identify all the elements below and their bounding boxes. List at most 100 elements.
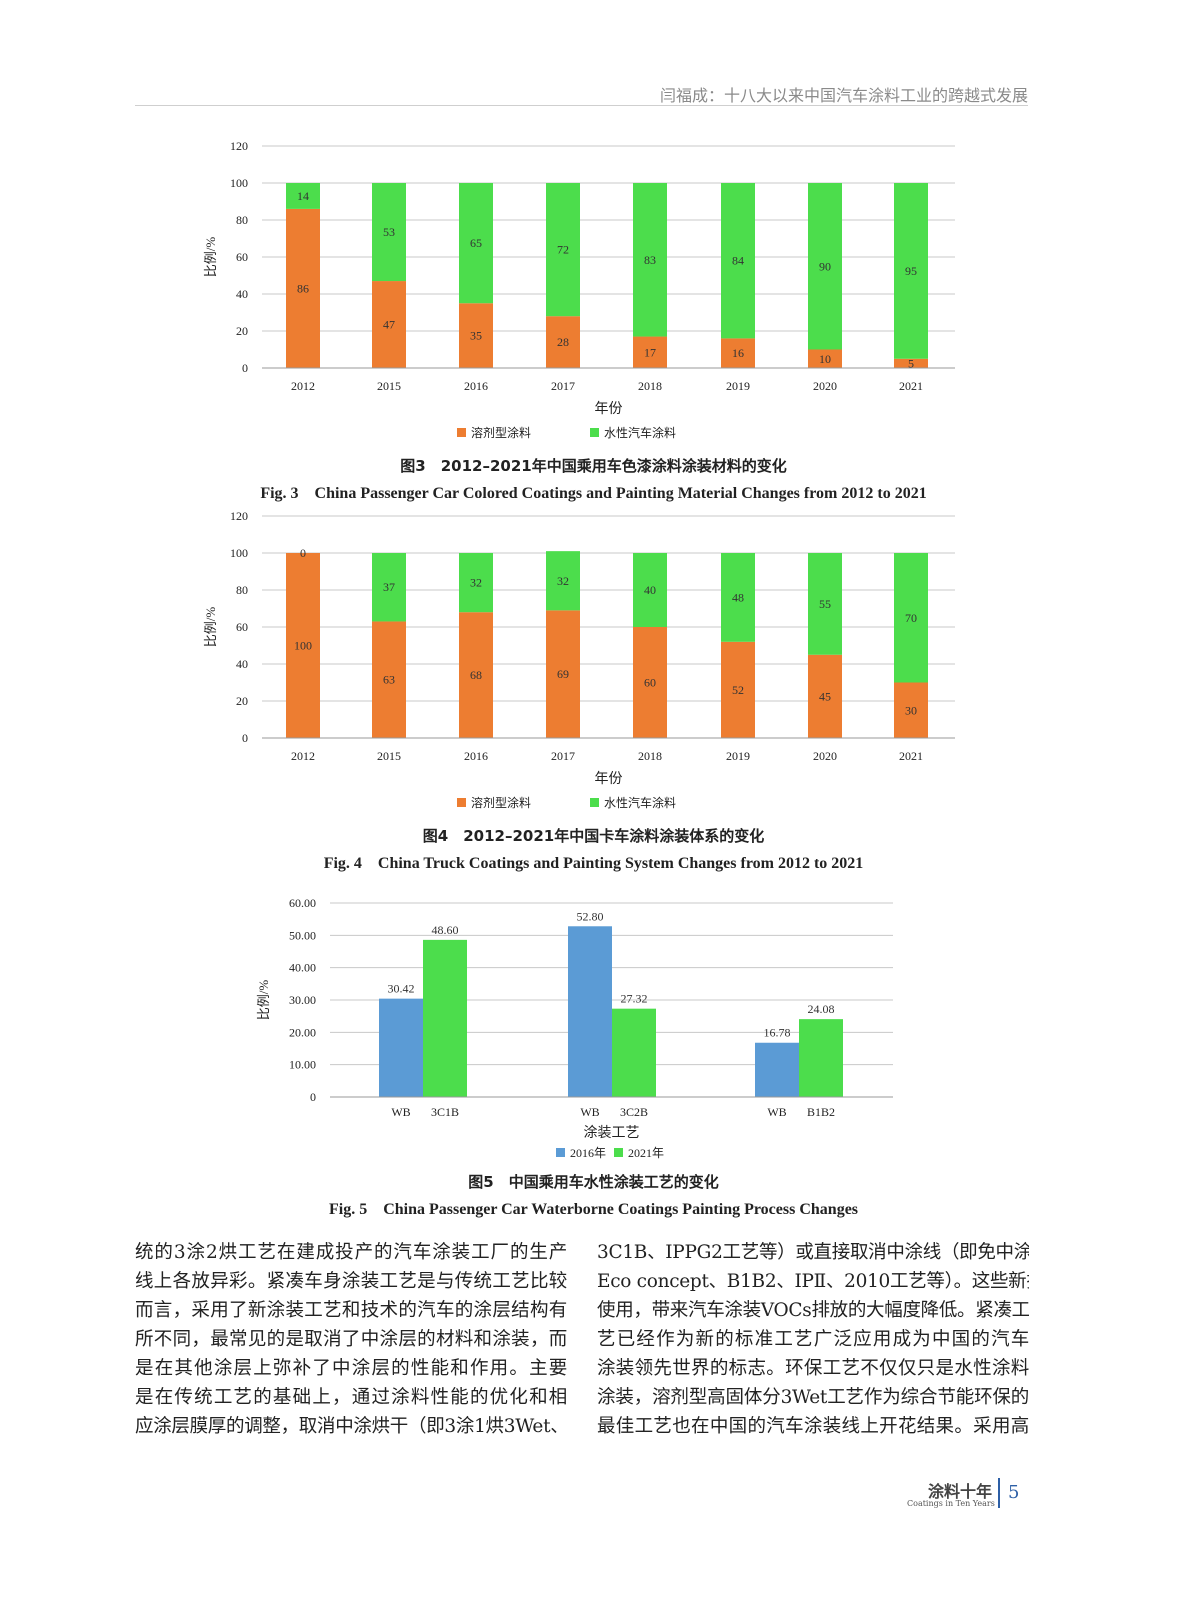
data-label: 30.42: [388, 982, 415, 996]
figure-3-caption-en: Fig. 3 China Passenger Car Colored Coati…: [260, 485, 927, 502]
body-column-right: 3C1B、IPPG2工艺等）或直接取消中涂线（即免中涂、 Eco concept…: [597, 1238, 1029, 1441]
y-tick-label: 0: [242, 731, 248, 745]
bar-segment: [286, 553, 320, 738]
y-tick-label: 80: [236, 213, 248, 227]
body-column-left: 统的3涂2烘工艺在建成投产的汽车涂装工厂的生产 线上各放异彩。紧凑车身涂装工艺是…: [135, 1238, 567, 1441]
y-tick-label: 20.00: [289, 1025, 316, 1039]
legend-label: 2021年: [628, 1146, 664, 1160]
x-tick-label: 2021: [899, 749, 923, 763]
body-line: 所不同，最常见的是取消了中涂层的材料和涂装，而: [135, 1329, 567, 1350]
bar: [755, 1042, 799, 1097]
legend-label: 水性汽车涂料: [604, 795, 676, 810]
legend-swatch: [457, 428, 466, 437]
bar-segment: [459, 553, 493, 613]
bar-segment: [808, 349, 842, 368]
bar-segment: [372, 183, 406, 282]
bar: [568, 926, 612, 1097]
x-tick-label: 2019: [726, 749, 750, 763]
bar-segment: [459, 303, 493, 368]
y-tick-label: 40.00: [289, 961, 316, 975]
data-label: 5: [908, 356, 914, 370]
data-label: 10: [819, 352, 831, 366]
body-line: 最佳工艺也在中国的汽车涂装线上开花结果。采用高: [597, 1416, 1029, 1437]
data-label: 68: [470, 668, 482, 682]
x-axis-label: 年份: [595, 771, 623, 787]
y-tick-label: 60: [236, 250, 248, 264]
y-tick-label: 120: [230, 509, 248, 523]
x-tick-label: 2018: [638, 379, 662, 393]
body-line: 3C1B、IPPG2工艺等）或直接取消中涂线（即免中涂、: [597, 1242, 1029, 1263]
data-label: 40: [644, 583, 656, 597]
body-line: 线上各放异彩。紧凑车身涂装工艺是与传统工艺比较: [135, 1271, 567, 1292]
footer-divider: [998, 1478, 1000, 1508]
bar-segment: [633, 627, 667, 738]
data-label: 95: [905, 264, 917, 278]
data-label: 45: [819, 689, 831, 703]
y-tick-label: 60: [236, 620, 248, 634]
body-line: 使用，带来汽车涂装VOCs排放的大幅度降低。紧凑工: [597, 1300, 1029, 1321]
x-tick-label: 2015: [377, 379, 401, 393]
y-axis-label: 比例/%: [256, 980, 271, 1021]
figure-5-chart: 0 10.00 20.00 30.00 40.00 50.00 60.00 比例/% 30.42…: [256, 896, 893, 1160]
bar-segment: [459, 612, 493, 738]
data-label: 0: [300, 546, 306, 560]
figure-5-caption-cn: 图5 中国乘用车水性涂装工艺的变化: [468, 1173, 719, 1191]
x-tick-label: 2016: [464, 749, 488, 763]
data-label: 65: [470, 236, 482, 250]
y-tick-label: 0: [242, 361, 248, 375]
data-label: 63: [383, 673, 395, 687]
data-label: 83: [644, 253, 656, 267]
legend-swatch: [590, 428, 599, 437]
figure-4-caption-cn: 图4 2012–2021年中国卡车涂料涂装体系的变化: [422, 827, 765, 845]
x-tick-label: 2017: [551, 379, 575, 393]
figure-3-caption-cn: 图3 2012–2021年中国乘用车色漆涂料涂装材料的变化: [400, 457, 787, 475]
body-line: 是在其他涂层上弥补了中涂层的性能和作用。主要: [135, 1358, 567, 1379]
x-axis-label: 年份: [595, 401, 623, 417]
data-label: 52: [732, 683, 744, 697]
running-head: 闫福成：十八大以来中国汽车涂料工业的跨越式发展: [659, 86, 1028, 105]
journal-name-en: Coatings in Ten Years: [907, 1499, 995, 1508]
legend-label: 溶剂型涂料: [471, 795, 531, 810]
journal-name-cn: 涂料十年: [928, 1482, 993, 1501]
bar: [799, 1019, 843, 1097]
bar-segment: [808, 654, 842, 738]
y-tick-label: 50.00: [289, 928, 316, 942]
x-tick-label: 2012: [291, 749, 315, 763]
y-tick-label: 20: [236, 694, 248, 708]
y-tick-label: 60.00: [289, 896, 316, 910]
legend-swatch: [457, 798, 466, 807]
x-tick-label: 2016: [464, 379, 488, 393]
data-label: 90: [819, 259, 831, 273]
legend-label: 2016年: [570, 1146, 606, 1160]
data-label: 37: [383, 580, 395, 594]
body-line: 统的3涂2烘工艺在建成投产的汽车涂装工厂的生产: [135, 1242, 567, 1263]
data-label: 17: [644, 345, 656, 359]
y-tick-label: 30.00: [289, 993, 316, 1007]
data-label: 69: [557, 667, 569, 681]
y-tick-label: 80: [236, 583, 248, 597]
bar-segment: [721, 338, 755, 368]
data-label: 27.32: [621, 992, 648, 1006]
y-tick-label: 40: [236, 287, 248, 301]
data-label: 60: [644, 676, 656, 690]
bar-segment: [633, 183, 667, 337]
bar-segment: [372, 621, 406, 738]
data-label: 48.60: [432, 923, 459, 937]
header-rule: [135, 105, 1028, 106]
bar: [379, 998, 423, 1097]
x-tick-label: 2015: [377, 749, 401, 763]
data-label: 16.78: [764, 1026, 791, 1040]
bar: [423, 939, 467, 1097]
bar-segment: [808, 183, 842, 350]
data-label: 53: [383, 225, 395, 239]
x-tick-label: 2019: [726, 379, 750, 393]
bar-segment: [372, 281, 406, 368]
bar-segment: [546, 610, 580, 738]
bar-segment: [459, 183, 493, 304]
x-tick-label: WB: [580, 1105, 599, 1119]
figure-3-chart: 0 20 40 60 80 100 120 比例/% 86 14 2012 47 53 2015 35 65 2…: [203, 139, 955, 440]
x-tick-label: 3C2B: [620, 1105, 648, 1119]
legend-label: 溶剂型涂料: [471, 425, 531, 440]
bar-segment: [894, 682, 928, 738]
legend-swatch: [590, 798, 599, 807]
